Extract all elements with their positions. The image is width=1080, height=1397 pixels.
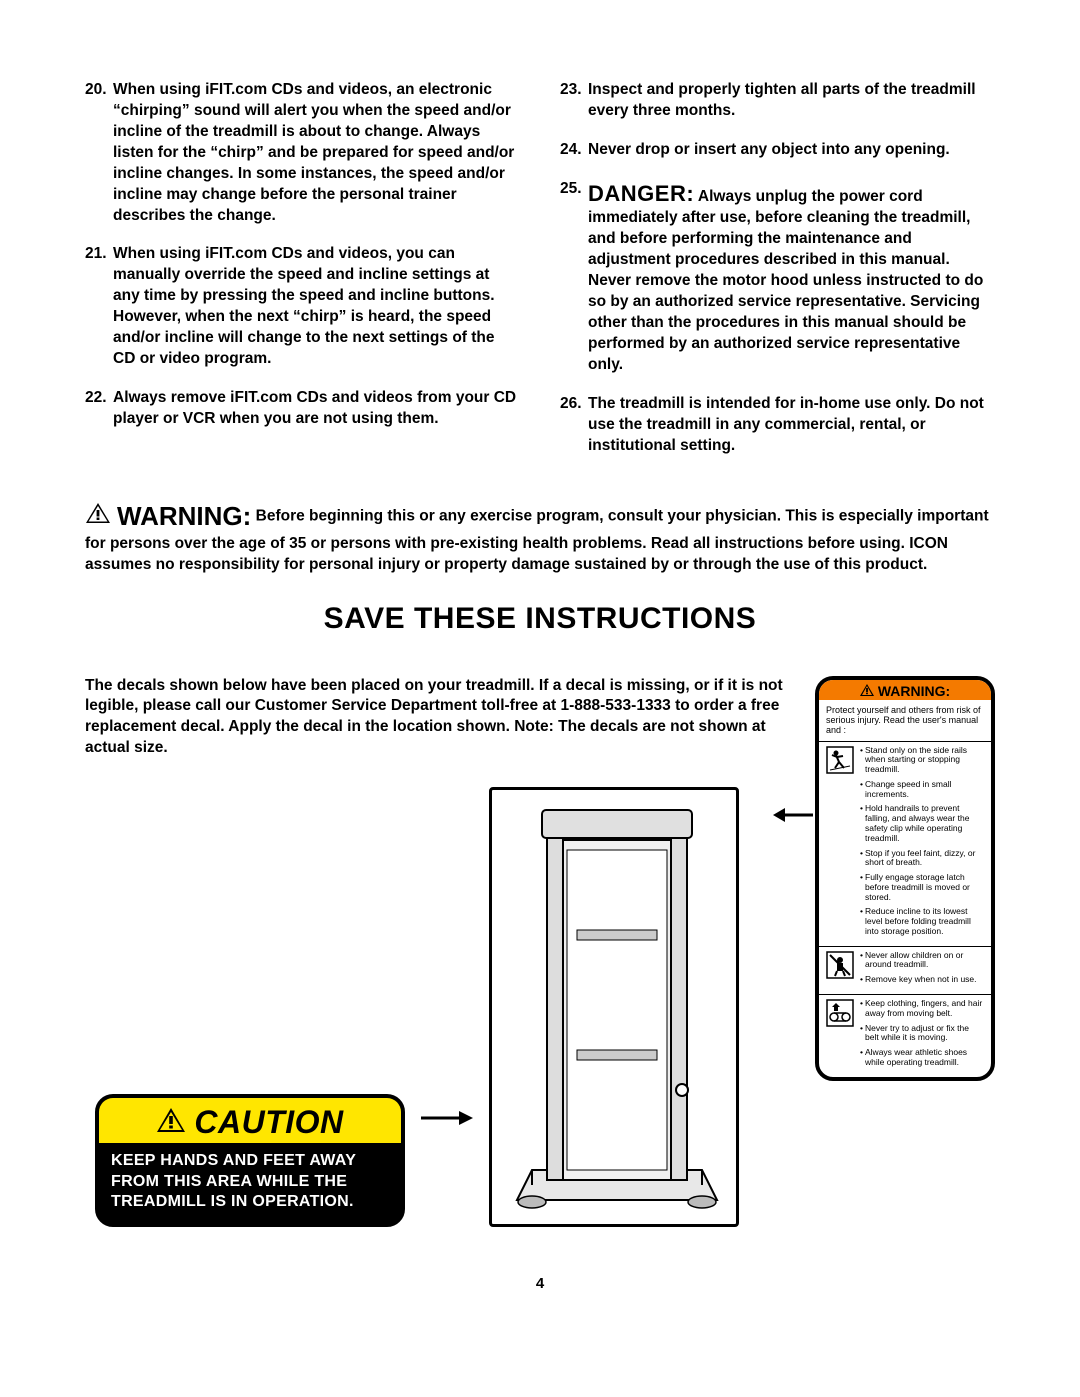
wd-bullet: Reduce incline to its lowest level befor… — [860, 907, 984, 936]
instruction-number: 22. — [85, 388, 113, 430]
instruction-item: 25.DANGER: Always unplug the power cord … — [560, 179, 995, 376]
caution-triangle-icon — [156, 1107, 186, 1138]
instruction-number: 24. — [560, 140, 588, 161]
warning-decal-wrap: WARNING: Protect yourself and others fro… — [815, 676, 995, 1228]
wd-header-text: WARNING: — [878, 683, 950, 699]
danger-word: DANGER: — [588, 181, 694, 206]
instructions-right: 23.Inspect and properly tighten all part… — [560, 80, 995, 475]
instruction-text: Always remove iFIT.com CDs and videos fr… — [113, 388, 520, 430]
wd-bullet: Hold handrails to prevent falling, and a… — [860, 804, 984, 843]
caution-body: KEEP HANDS AND FEET AWAY FROM THIS AREA … — [99, 1143, 401, 1223]
wd-bullet: Fully engage storage latch before treadm… — [860, 873, 984, 902]
wd-triangle-icon — [860, 683, 874, 699]
caution-header: CAUTION — [99, 1098, 401, 1143]
instruction-item: 26.The treadmill is intended for in-home… — [560, 394, 995, 457]
caution-decal: CAUTION KEEP HANDS AND FEET AWAY FROM TH… — [95, 1094, 405, 1227]
diagram-row: CAUTION KEEP HANDS AND FEET AWAY FROM TH… — [85, 787, 795, 1227]
instruction-item: 20.When using iFIT.com CDs and videos, a… — [85, 80, 520, 226]
instruction-text: DANGER: Always unplug the power cord imm… — [588, 179, 995, 376]
lower-section: The decals shown below have been placed … — [85, 676, 995, 1228]
warning-decal-arrow-icon — [773, 806, 813, 824]
decal-text: The decals shown below have been placed … — [85, 676, 795, 760]
treadmill-diagram — [489, 787, 739, 1227]
page-number: 4 — [85, 1275, 995, 1292]
wd-section-3: Keep clothing, fingers, and hair away fr… — [819, 994, 991, 1077]
instruction-number: 20. — [85, 80, 113, 226]
wd-list-2: Never allow children on or around treadm… — [860, 951, 984, 990]
wd-bullet: Keep clothing, fingers, and hair away fr… — [860, 999, 984, 1019]
wd-bullet: Change speed in small increments. — [860, 780, 984, 800]
warning-triangle-icon — [85, 502, 111, 531]
wd-bullet: Stand only on the side rails when starti… — [860, 746, 984, 775]
wd-bullet: Never allow children on or around treadm… — [860, 951, 984, 971]
instruction-text: When using iFIT.com CDs and videos, an e… — [113, 80, 520, 226]
warning-decal: WARNING: Protect yourself and others fro… — [815, 676, 995, 1081]
wd-list-1: Stand only on the side rails when starti… — [860, 746, 984, 942]
instruction-text: Never drop or insert any object into any… — [588, 140, 995, 161]
wd-bullet: Stop if you feel faint, dizzy, or short … — [860, 849, 984, 869]
instruction-item: 21.When using iFIT.com CDs and videos, y… — [85, 244, 520, 370]
wd-section-2: Never allow children on or around treadm… — [819, 946, 991, 994]
instruction-number: 23. — [560, 80, 588, 122]
warning-word: WARNING: — [117, 501, 251, 531]
wd-bullet: Remove key when not in use. — [860, 975, 984, 985]
save-heading: SAVE THESE INSTRUCTIONS — [85, 602, 995, 636]
moving-belt-icon — [826, 999, 854, 1029]
instruction-number: 26. — [560, 394, 588, 457]
instruction-text: The treadmill is intended for in-home us… — [588, 394, 995, 457]
instruction-item: 24.Never drop or insert any object into … — [560, 140, 995, 161]
wd-intro: Protect yourself and others from risk of… — [819, 700, 991, 741]
wd-bullet: Never try to adjust or fix the belt whil… — [860, 1024, 984, 1044]
instruction-text: When using iFIT.com CDs and videos, you … — [113, 244, 520, 370]
falling-person-icon — [826, 746, 854, 776]
wd-section-1: Stand only on the side rails when starti… — [819, 741, 991, 946]
wd-list-3: Keep clothing, fingers, and hair away fr… — [860, 999, 984, 1073]
instruction-number: 25. — [560, 179, 588, 376]
warning-paragraph: WARNING: Before beginning this or any ex… — [85, 499, 995, 576]
caution-word: CAUTION — [194, 1104, 343, 1141]
instructions-left: 20.When using iFIT.com CDs and videos, a… — [85, 80, 520, 475]
wd-bullet: Always wear athletic shoes while operati… — [860, 1048, 984, 1068]
instruction-text: Inspect and properly tighten all parts o… — [588, 80, 995, 122]
caution-column: CAUTION KEEP HANDS AND FEET AWAY FROM TH… — [85, 1094, 405, 1227]
no-children-icon — [826, 951, 854, 981]
instruction-item: 22.Always remove iFIT.com CDs and videos… — [85, 388, 520, 430]
caution-arrow-icon — [421, 1109, 473, 1127]
instructions-columns: 20.When using iFIT.com CDs and videos, a… — [85, 80, 995, 475]
warning-decal-header: WARNING: — [819, 680, 991, 700]
instruction-item: 23.Inspect and properly tighten all part… — [560, 80, 995, 122]
instruction-number: 21. — [85, 244, 113, 370]
lower-left: The decals shown below have been placed … — [85, 676, 795, 1228]
